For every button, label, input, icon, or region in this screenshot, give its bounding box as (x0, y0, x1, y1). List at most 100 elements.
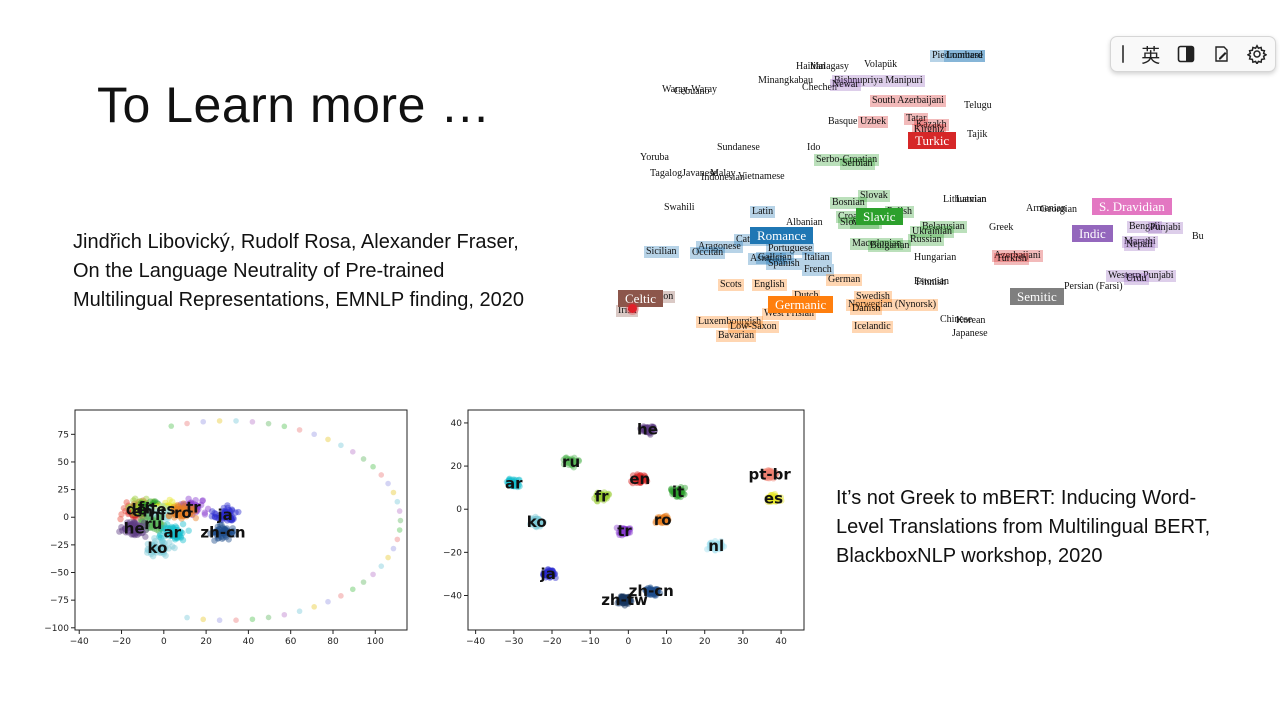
cluster-label: ro (654, 511, 672, 529)
language-label: Macedonian (850, 238, 904, 250)
handwriting-icon[interactable] (1204, 39, 1240, 69)
x-tick-label: −40 (466, 637, 485, 647)
reference-line: BlackboxNLP workshop, 2020 (836, 545, 1103, 567)
language-label: Georgian (1040, 204, 1078, 215)
x-tick-label: 100 (367, 637, 384, 647)
language-label: Volapük (864, 59, 898, 70)
language-family-label: Romance (750, 227, 814, 244)
language-label: Waray-Waray (662, 84, 718, 95)
cluster-label: ro (174, 504, 192, 522)
language-label: Swahili (664, 202, 695, 213)
language-label: Albanian (786, 217, 823, 228)
x-tick-label: 0 (625, 637, 631, 647)
language-label: Javanese (682, 168, 718, 179)
language-label: Serbo-Croatian (814, 154, 880, 166)
language-label: Persian (Farsi) (1064, 281, 1123, 292)
language-label: Portuguese (766, 243, 815, 255)
language-label: Slovak (858, 190, 890, 202)
layout-icon[interactable] (1168, 39, 1204, 69)
language-label: Finnish (916, 277, 947, 288)
cluster-label: ru (144, 515, 162, 533)
language-label: Lithuanian (943, 194, 987, 205)
language-label: Swedish (854, 291, 892, 303)
language-label: Chechen (802, 82, 837, 93)
x-tick-label: 10 (661, 637, 673, 647)
cluster-label: zh-cn (200, 524, 245, 542)
language-label: Ido (807, 142, 821, 153)
x-tick-label: 0 (161, 637, 167, 647)
language-label: Bosnian (830, 197, 867, 209)
language-label: Bulgarian (868, 240, 912, 252)
x-tick-label: 80 (327, 637, 339, 647)
language-label: Chinese (940, 314, 973, 325)
y-tick-label: 0 (63, 513, 69, 523)
language-label: Nepali (1124, 239, 1155, 251)
language-label: Piedmontese (930, 50, 986, 62)
language-label: Japanese (952, 328, 988, 339)
language-label: Tajik (967, 129, 988, 140)
cluster-label: fr (595, 487, 610, 505)
language-label: Luxembourgish (696, 316, 764, 328)
language-label: Low-Saxon (728, 321, 779, 333)
language-label: Lombard (944, 50, 985, 62)
language-label: Telugu (964, 100, 992, 111)
cluster-label: zh-tw (601, 591, 648, 609)
cluster-label: tr (186, 498, 201, 516)
language-label: Urdu (1124, 273, 1149, 285)
language-label: Bavarian (716, 330, 757, 342)
language-label: Icelandic (852, 321, 893, 333)
y-tick-label: 75 (58, 430, 69, 440)
cluster-label: zh-cn (629, 582, 674, 600)
language-label: Serbian (840, 158, 875, 170)
language-label: Latvian (956, 194, 987, 205)
cluster-label: nl (708, 537, 724, 555)
language-label: Minangkabau (758, 75, 813, 86)
reference-line: On the Language Neutrality of Pre-traine… (73, 260, 445, 282)
cluster-label: ko (148, 539, 168, 557)
x-tick-label: 20 (200, 637, 212, 647)
cluster-label: he (124, 519, 145, 537)
language-family-label: Turkic (908, 132, 957, 149)
language-label: Italian (802, 252, 832, 264)
cluster-label: pt-br (748, 466, 791, 484)
language-label: Malay (710, 168, 736, 179)
ime-mode-button[interactable]: 英 (1141, 45, 1161, 67)
cluster-label: ja (540, 565, 556, 583)
grip-icon[interactable] (1122, 45, 1124, 63)
y-tick-label: 20 (451, 462, 463, 472)
x-tick-label: −30 (504, 637, 523, 647)
language-label: Sicilian (644, 246, 679, 258)
scatter-plot-right: he ru en pt-br ar fr it es ro ko tr nl ja zh-cn zh-tw −… (440, 405, 820, 647)
language-label: Marathi (1122, 236, 1158, 248)
language-label: Tatar (904, 113, 929, 125)
ime-floating-toolbar: 英 (1110, 36, 1276, 72)
scatter-plot-left: de en fr it es nl tr ro ru he ar ja zh-cn ko −40 −20 0 20… (40, 405, 420, 647)
language-label: Occitan (690, 247, 726, 259)
reference-line: Jindřich Libovický, Rudolf Rosa, Alexand… (73, 231, 519, 253)
reference-line: Level Translations from Multilingual BER… (836, 516, 1211, 538)
y-tick-label: 0 (456, 505, 462, 515)
y-tick-label: −50 (50, 569, 69, 579)
language-label: Bengali (1127, 221, 1163, 233)
cluster-label: ru (562, 453, 580, 471)
language-family-label: Germanic (768, 296, 834, 313)
language-label: Estonian (914, 276, 949, 287)
language-label: Aragonese (696, 241, 743, 253)
language-family-label: Celtic (618, 290, 664, 307)
cluster-label: ja (217, 506, 233, 524)
language-label: English (752, 279, 787, 291)
y-tick-label: −75 (50, 596, 69, 606)
gear-icon[interactable] (1239, 39, 1275, 69)
y-tick-label: 40 (451, 419, 463, 429)
language-label: Korean (956, 315, 986, 326)
language-label: Yoruba (640, 152, 669, 163)
language-label: Sundanese (717, 142, 760, 153)
language-family-label: Semitic (1010, 288, 1064, 305)
x-tick-label: −20 (112, 637, 131, 647)
language-label: German (826, 274, 863, 286)
x-tick-label: −10 (581, 637, 600, 647)
language-label: Asturian (748, 253, 787, 265)
y-tick-label: −100 (44, 624, 69, 634)
language-label: Hungarian (914, 252, 957, 263)
cluster-label: en (629, 470, 650, 488)
